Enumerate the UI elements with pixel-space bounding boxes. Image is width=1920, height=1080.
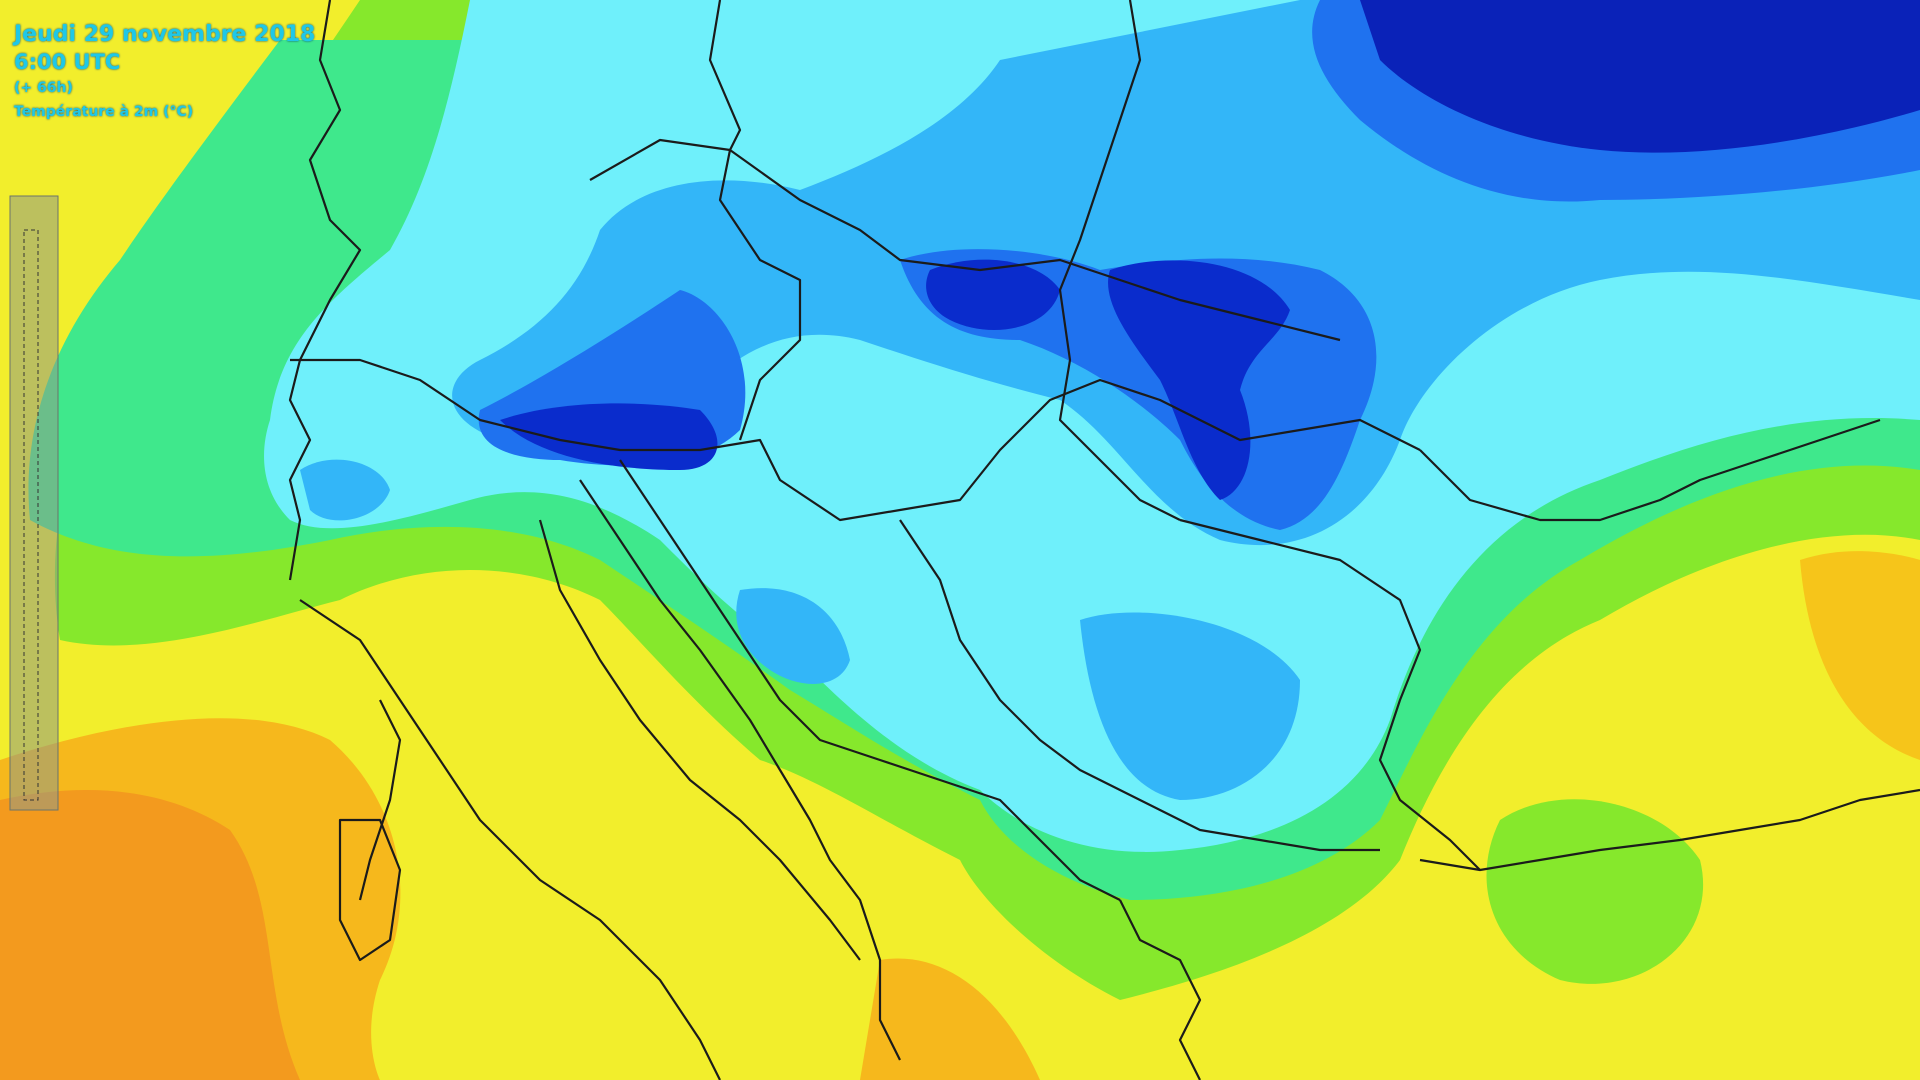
border-france: [288, 0, 362, 581]
field-orange: [0, 790, 300, 1080]
field-green-east: [1486, 799, 1704, 984]
field-light-blue-south: [1080, 612, 1300, 800]
coast-italy-west: [299, 599, 721, 1080]
field-dark-blue-alps: [500, 403, 718, 470]
border-moldova: [1179, 518, 1481, 871]
coast-black-sea-north: [1419, 418, 1881, 522]
coast-corsica: [358, 699, 402, 901]
coast-black-sea-south: [1419, 788, 1920, 872]
coast-italy-east: [538, 519, 861, 961]
field-light-blue-alps: [300, 459, 390, 521]
field-gold-east: [1800, 551, 1920, 760]
forecast-parameter: Température à 2m (°C): [14, 104, 194, 120]
forecast-time: 6:00 UTC: [14, 50, 121, 74]
forecast-date: Jeudi 29 novembre 2018: [14, 22, 316, 47]
field-dark-blue-northeast: [1360, 0, 1920, 153]
forecast-run: (+ 66h): [14, 80, 73, 96]
border-alps-danube: [290, 358, 1421, 522]
field-dark-blue-tatra: [926, 259, 1060, 330]
legend-panel: [9, 195, 59, 811]
border-poland-ukraine: [1058, 0, 1181, 521]
legend-scale: [23, 229, 39, 801]
border-romania-bulgaria: [899, 519, 1380, 852]
coast-greece: [1119, 899, 1202, 1080]
border-germany-poland: [708, 0, 802, 441]
coast-adriatic-east: [579, 479, 901, 1061]
field-light-orange-south: [860, 958, 1040, 1080]
border-balkans: [619, 459, 1121, 901]
borders: [288, 0, 1920, 1080]
legend-bar: [9, 195, 59, 811]
field-light-blue-balkan: [736, 588, 850, 684]
coast-sardinia: [338, 818, 402, 962]
border-central: [589, 138, 1341, 342]
